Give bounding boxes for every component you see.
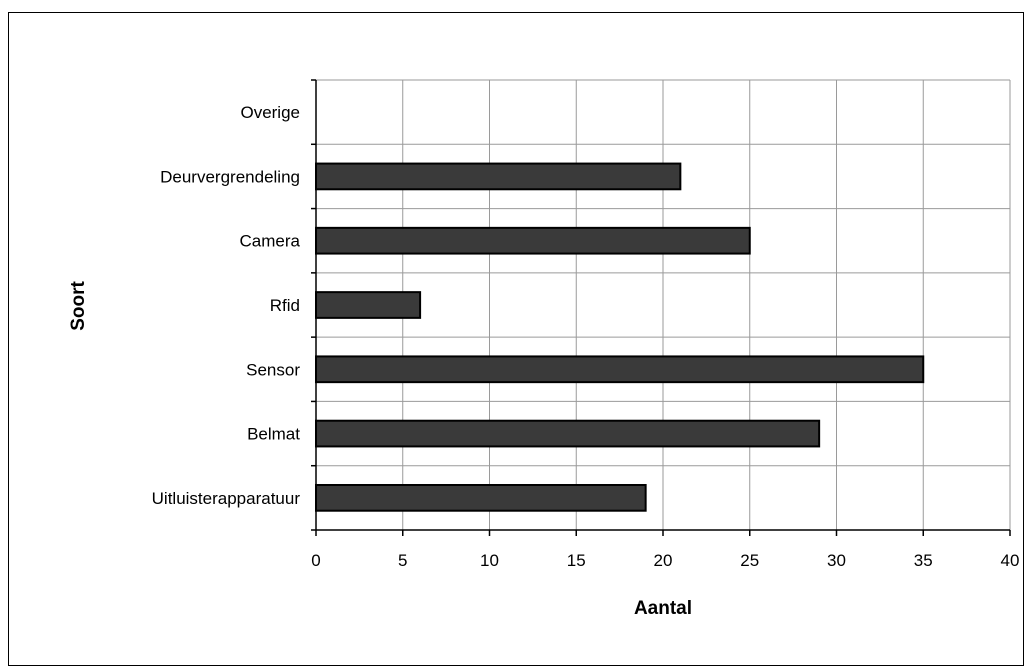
axes: [311, 79, 1011, 536]
bar-sensor: [315, 355, 925, 384]
x-tick-label: 10: [480, 551, 499, 570]
y-tick-label: Belmat: [247, 425, 300, 444]
x-axis-title: Aantal: [634, 598, 692, 619]
y-tick-label: Sensor: [246, 360, 300, 379]
bars: [315, 162, 925, 512]
chart-frame: [8, 12, 1024, 666]
bar-uitluisterapparatuur: [315, 484, 647, 512]
bar-deurvergrendeling: [315, 162, 682, 191]
y-tick-label: Uitluisterapparatuur: [152, 489, 301, 508]
bar-rfid: [315, 291, 422, 319]
bar-belmat: [315, 419, 821, 448]
y-tick-label: Rfid: [270, 296, 300, 315]
tick-labels: Uitluisterapparatuur Belmat Sensor Rfid Came…: [152, 103, 1020, 570]
x-tick-label: 25: [740, 551, 759, 570]
x-tick-label: 40: [1001, 551, 1020, 570]
y-tick-label: Deurvergrendeling: [160, 167, 300, 186]
y-tick-label: Camera: [240, 232, 301, 251]
bar-camera: [315, 226, 751, 255]
x-tick-label: 5: [398, 551, 407, 570]
x-tick-label: 20: [654, 551, 673, 570]
x-tick-label: 35: [914, 551, 933, 570]
x-tick-label: 15: [567, 551, 586, 570]
x-tick-label: 30: [827, 551, 846, 570]
y-axis-title: Soort: [68, 281, 89, 331]
gridlines: [316, 79, 1011, 530]
y-tick-label: Overige: [240, 103, 300, 122]
x-tick-label: 0: [311, 551, 320, 570]
